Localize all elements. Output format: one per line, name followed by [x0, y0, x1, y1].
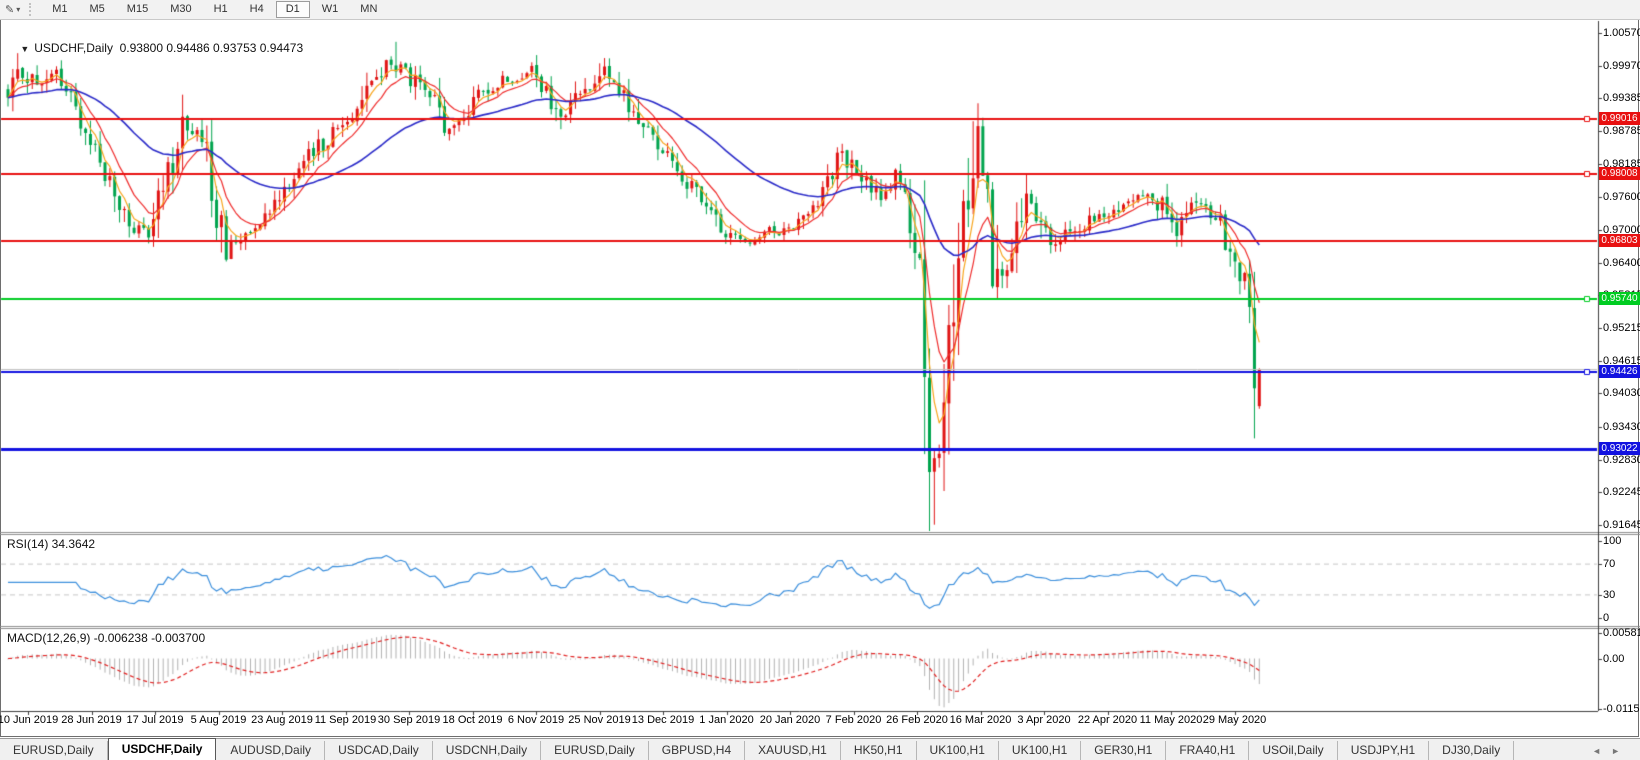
collapse-triangle-icon[interactable]: ▼: [20, 44, 30, 54]
chart-title: ▼ USDCHF,Daily 0.93800 0.94486 0.93753 0.…: [7, 27, 303, 69]
timeframe-button-h4[interactable]: H4: [249, 3, 264, 15]
price-axis-tick: 0.94615: [1603, 355, 1640, 368]
date-axis-label: 17 Jul 2019: [126, 714, 184, 726]
tab-dj30-daily[interactable]: DJ30,Daily: [1429, 741, 1515, 760]
timeframe-button-d1[interactable]: D1: [275, 1, 310, 18]
price-level-badge: 0.95740: [1599, 292, 1640, 306]
tab-scroll-left-icon[interactable]: ◄: [1592, 746, 1612, 756]
date-axis-label: 28 Jun 2019: [61, 714, 122, 726]
price-axis-tick: 0.93430: [1603, 420, 1640, 433]
date-axis-label: 6 Nov 2019: [507, 714, 565, 726]
date-axis-label: 23 Aug 2019: [251, 714, 313, 726]
date-axis-label: 5 Aug 2019: [190, 714, 247, 726]
chart-tabs: EURUSD,Daily USDCHF,Daily AUDUSD,Daily USDC…: [0, 738, 1515, 760]
date-axis-label: 16 Mar 2020: [949, 714, 1012, 726]
rsi-indicator-label: RSI(14) 34.3642: [7, 537, 96, 551]
rsi-axis-tick: 100: [1603, 535, 1622, 547]
date-axis-label: 10 Jun 2019: [0, 714, 59, 726]
date-axis-label: 30 Sep 2019: [377, 714, 441, 726]
price-axis-tick: 0.99385: [1603, 92, 1640, 105]
macd-axis-tick: 0.005818: [1603, 626, 1640, 639]
symbol-title: USDCHF,Daily: [34, 41, 113, 55]
macd-axis-tick: -0.011514: [1603, 702, 1640, 715]
rsi-axis-tick: 30: [1603, 588, 1616, 601]
tab-usdchf-daily[interactable]: USDCHF,Daily: [107, 738, 217, 760]
tab-scroll-right-icon[interactable]: ►: [1611, 746, 1630, 756]
timeframe-toolbar: ✎ ▾ M1 M5 M15 M30 H1 H4 D1 W1 MN: [0, 0, 1640, 20]
caret-down-icon: ▾: [16, 5, 21, 14]
tab-usoil-daily[interactable]: USOil,Daily: [1249, 741, 1338, 760]
pencil-icon: ✎: [5, 4, 15, 16]
price-level-badge: 0.98008: [1599, 167, 1640, 181]
date-axis-label: 20 Jan 2020: [759, 714, 821, 726]
price-level-badge: 0.99016: [1599, 111, 1640, 125]
toolbar-drag-handle[interactable]: [29, 3, 33, 16]
tab-fra40-h1[interactable]: FRA40,H1: [1166, 741, 1250, 760]
tab-usdcad-daily[interactable]: USDCAD,Daily: [325, 741, 433, 760]
price-axis-tick: 0.95215: [1603, 322, 1640, 335]
price-axis-tick: 1.00570: [1603, 27, 1640, 39]
date-axis-label: 26 Feb 2020: [886, 714, 948, 726]
date-axis-label: 18 Oct 2019: [442, 714, 503, 726]
crosshair-tool-button[interactable]: ✎ ▾: [0, 3, 23, 16]
price-axis-tick: 0.96400: [1603, 256, 1640, 269]
price-level-badge: 0.94426: [1599, 364, 1640, 378]
price-axis-tick: 0.99970: [1603, 60, 1640, 73]
timeframe-button-m30[interactable]: M30: [170, 3, 192, 15]
date-axis-label: 11 Sep 2019: [314, 714, 377, 726]
tab-scroll-arrows: ◄►: [1592, 746, 1640, 760]
price-axis-tick: 0.91645: [1603, 518, 1640, 531]
tab-usdjpy-h1[interactable]: USDJPY,H1: [1338, 741, 1430, 760]
tab-eurusd-daily[interactable]: EURUSD,Daily: [0, 741, 108, 760]
timeframe-button-w1[interactable]: W1: [321, 3, 339, 15]
date-axis-label: 13 Dec 2019: [631, 714, 695, 726]
tab-ger30-h1[interactable]: GER30,H1: [1081, 741, 1167, 760]
tab-audusd-daily[interactable]: AUDUSD,Daily: [217, 741, 326, 760]
price-axis-tick: 0.98785: [1603, 125, 1640, 138]
price-axis-tick: 0.94030: [1603, 387, 1640, 400]
macd-axis-tick: 0.00: [1603, 652, 1625, 665]
timeframe-button-mn[interactable]: MN: [360, 3, 378, 15]
price-axis-tick: 0.92245: [1603, 485, 1640, 498]
date-axis-label: 22 Apr 2020: [1077, 714, 1138, 726]
macd-indicator-label: MACD(12,26,9) -0.006238 -0.003700: [7, 631, 206, 645]
rsi-axis-tick: 0: [1603, 612, 1610, 624]
timeframe-button-m1[interactable]: M1: [52, 3, 68, 15]
date-axis-label: 7 Feb 2020: [825, 714, 882, 726]
tab-uk100-h1[interactable]: UK100,H1: [917, 741, 999, 760]
date-axis-label: 11 May 2020: [1139, 714, 1203, 726]
date-axis-label: 25 Nov 2019: [568, 714, 631, 726]
date-axis-label: 3 Apr 2020: [1017, 714, 1071, 726]
tab-uk100-h1[interactable]: UK100,H1: [999, 741, 1082, 760]
timeframe-button-m5[interactable]: M5: [89, 3, 105, 15]
tab-xauusd-h1[interactable]: XAUUSD,H1: [745, 741, 841, 760]
tab-usdcnh-daily[interactable]: USDCNH,Daily: [433, 741, 542, 760]
tab-eurusd-daily[interactable]: EURUSD,Daily: [541, 741, 649, 760]
tab-gbpusd-h4[interactable]: GBPUSD,H4: [649, 741, 746, 760]
rsi-axis-tick: 70: [1603, 558, 1616, 571]
timeframe-button-h1[interactable]: H1: [213, 3, 228, 15]
date-axis-label: 29 May 2020: [1202, 714, 1267, 726]
ohlc-values: 0.93800 0.94486 0.93753 0.94473: [119, 41, 304, 55]
chart-tab-bar: EURUSD,Daily USDCHF,Daily AUDUSD,Daily USDC…: [0, 738, 1640, 760]
timeframe-button-m15[interactable]: M15: [126, 3, 149, 15]
price-axis-tick: 0.97000: [1603, 223, 1640, 236]
tab-hk50-h1[interactable]: HK50,H1: [841, 741, 917, 760]
price-axis-tick: 0.92830: [1603, 453, 1640, 466]
price-axis-tick: 0.97600: [1603, 190, 1640, 203]
price-level-badge: 0.93022: [1599, 442, 1640, 456]
timeframe-buttons: M1 M5 M15 M30 H1 H4 D1 W1 MN: [41, 1, 388, 18]
date-axis-label: 1 Jan 2020: [699, 714, 754, 726]
price-level-badge: 0.96803: [1599, 233, 1640, 247]
